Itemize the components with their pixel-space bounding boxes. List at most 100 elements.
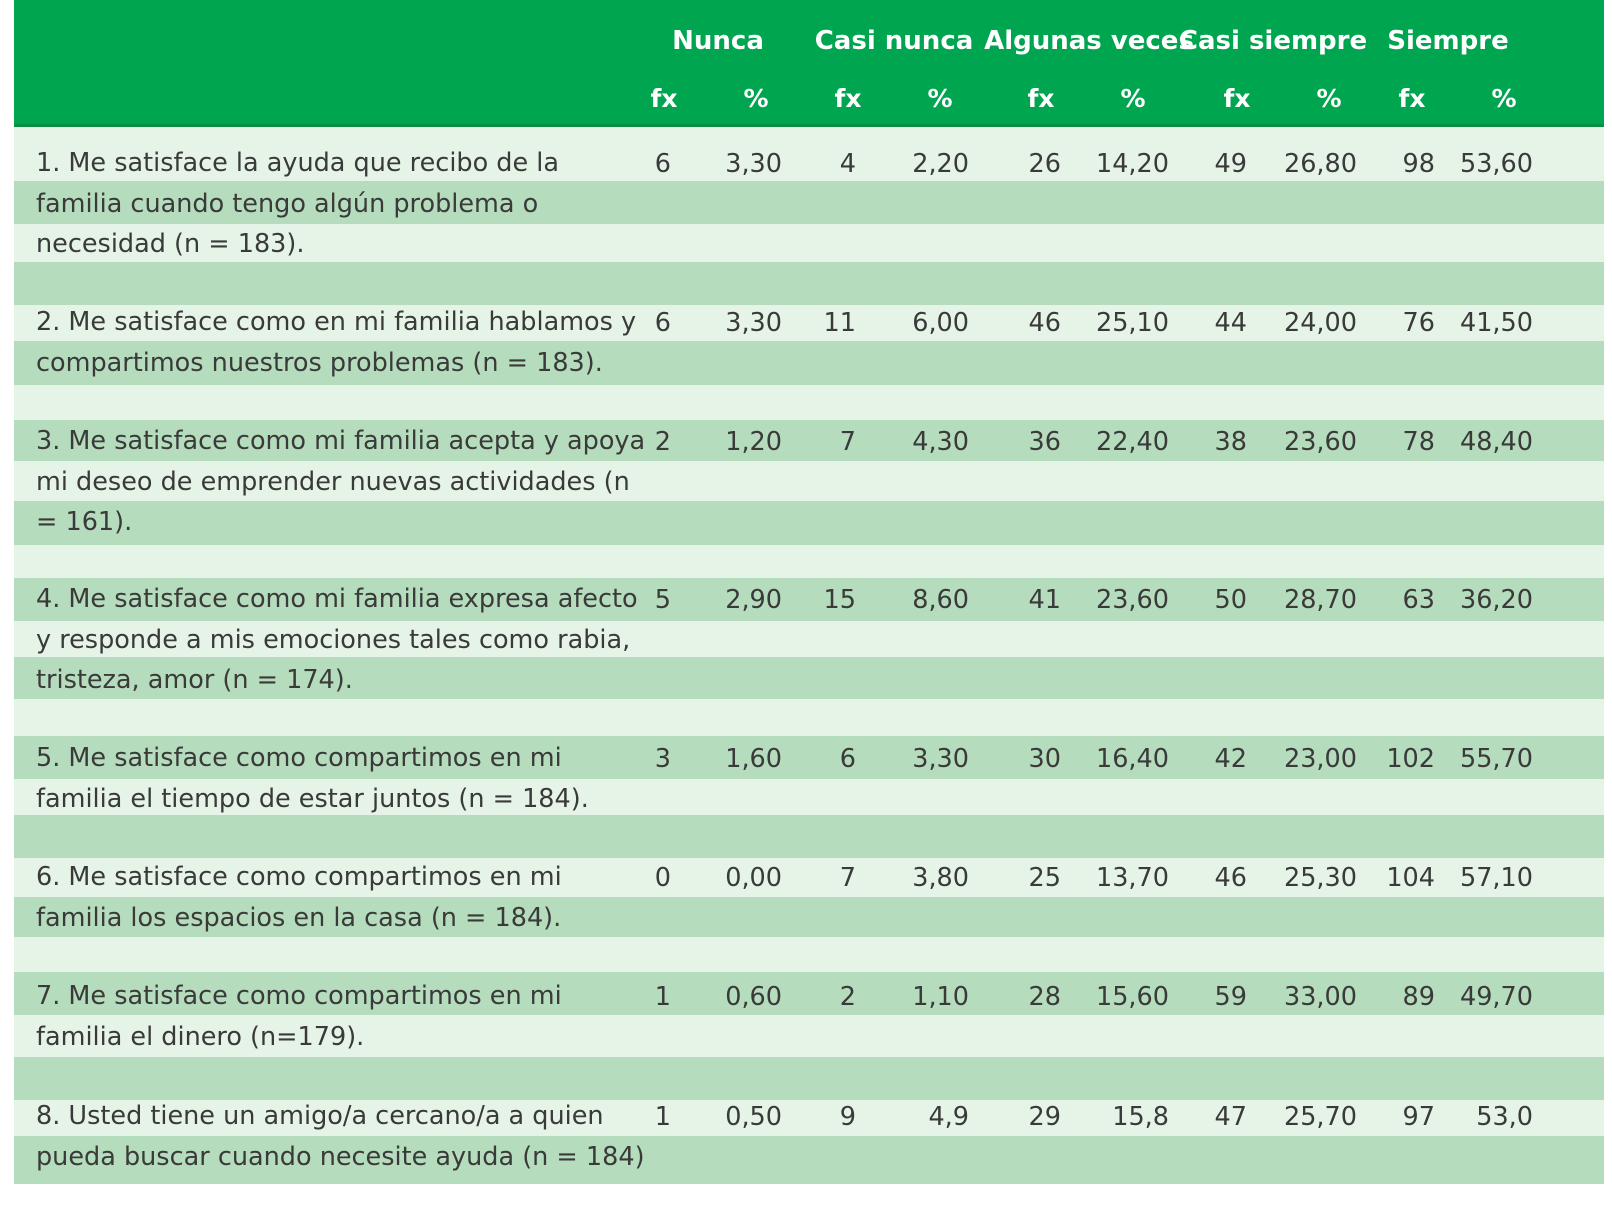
cell-fx: 104 [1386, 863, 1435, 893]
header-pct: % [927, 84, 953, 113]
row-band [14, 262, 1604, 305]
cell-pct: 2,90 [725, 585, 782, 615]
cell-pct: 14,20 [1095, 149, 1169, 179]
cell-pct: 4,9 [928, 1102, 969, 1132]
cell-pct: 25,10 [1095, 308, 1169, 338]
row-band [14, 1136, 1604, 1184]
cell-pct: 3,30 [725, 308, 782, 338]
cell-fx: 50 [1214, 585, 1247, 615]
header-casi-nunca: Casi nunca [814, 26, 974, 56]
header-fx: fx [1027, 84, 1055, 113]
cell-fx: 46 [1214, 863, 1247, 893]
cell-pct: 22,40 [1095, 427, 1169, 457]
cell-pct: 25,30 [1283, 863, 1357, 893]
row-label: 2. Me satisface como en mi familia habla… [36, 307, 637, 378]
cell-fx: 38 [1214, 427, 1247, 457]
cell-fx: 41 [1028, 585, 1061, 615]
cell-pct: 4,30 [912, 427, 969, 457]
cell-fx: 49 [1214, 149, 1247, 179]
cell-fx: 25 [1028, 863, 1061, 893]
cell-fx: 36 [1028, 427, 1061, 457]
cell-pct: 48,40 [1459, 427, 1533, 457]
cell-pct: 1,20 [725, 427, 782, 457]
cell-pct: 8,60 [912, 585, 969, 615]
row-band [14, 127, 1604, 181]
table-header: Nunca Casi nunca Algunas veces Casi siem… [14, 0, 1604, 124]
row-band [14, 1015, 1604, 1057]
row-label: 4. Me satisface como mi familia expresa … [36, 584, 638, 696]
cell-fx: 47 [1214, 1102, 1247, 1132]
header-pct: % [1120, 84, 1146, 113]
cell-pct: 13,70 [1095, 863, 1169, 893]
header-divider [14, 124, 1604, 127]
row-label: 1. Me satisface la ayuda que recibo de l… [36, 148, 559, 260]
header-fx: fx [1223, 84, 1251, 113]
cell-fx: 5 [654, 585, 671, 615]
cell-fx: 98 [1402, 149, 1435, 179]
cell-pct: 0,00 [725, 863, 782, 893]
cell-pct: 23,00 [1283, 744, 1357, 774]
row-band [14, 815, 1604, 858]
cell-fx: 1 [654, 982, 671, 1012]
row-band [14, 305, 1604, 341]
header-nunca: Nunca [672, 26, 764, 56]
row-label: 3. Me satisface como mi familia acepta y… [36, 426, 646, 538]
cell-pct: 15,8 [1112, 1102, 1169, 1132]
cell-pct: 53,0 [1476, 1102, 1533, 1132]
cell-pct: 3,30 [725, 149, 782, 179]
header-siempre: Siempre [1387, 26, 1509, 56]
row-band [14, 578, 1604, 621]
cell-pct: 2,20 [912, 149, 969, 179]
row-band [14, 621, 1604, 657]
header-algunas-veces: Algunas veces [984, 26, 1194, 56]
row-band [14, 224, 1604, 262]
header-pct: % [743, 84, 769, 113]
cell-pct: 3,80 [912, 863, 969, 893]
cell-fx: 6 [654, 308, 671, 338]
cell-fx: 30 [1028, 744, 1061, 774]
cell-pct: 55,70 [1459, 744, 1533, 774]
cell-pct: 49,70 [1459, 982, 1533, 1012]
cell-pct: 1,60 [725, 744, 782, 774]
cell-fx: 78 [1402, 427, 1435, 457]
row-label: 6. Me satisface como compartimos en mi f… [36, 862, 562, 933]
cell-fx: 7 [839, 863, 856, 893]
cell-pct: 33,00 [1283, 982, 1357, 1012]
cell-fx: 6 [654, 149, 671, 179]
header-fx: fx [834, 84, 862, 113]
frequency-table: Nunca Casi nunca Algunas veces Casi siem… [14, 0, 1604, 1222]
row-band [14, 897, 1604, 937]
row-band [14, 657, 1604, 699]
cell-fx: 9 [839, 1102, 856, 1132]
cell-pct: 25,70 [1283, 1102, 1357, 1132]
cell-pct: 23,60 [1095, 585, 1169, 615]
cell-pct: 41,50 [1459, 308, 1533, 338]
row-band [14, 779, 1604, 815]
row-label: 5. Me satisface como compartimos en mi f… [36, 743, 589, 814]
cell-fx: 11 [823, 308, 856, 338]
cell-pct: 23,60 [1283, 427, 1357, 457]
cell-fx: 29 [1028, 1102, 1061, 1132]
cell-pct: 53,60 [1459, 149, 1533, 179]
row-band [14, 385, 1604, 420]
row-band [14, 1100, 1604, 1136]
header-fx: fx [1398, 84, 1426, 113]
cell-fx: 44 [1214, 308, 1247, 338]
row-band [14, 858, 1604, 897]
cell-fx: 26 [1028, 149, 1061, 179]
header-pct: % [1491, 84, 1517, 113]
cell-fx: 97 [1402, 1102, 1435, 1132]
cell-fx: 42 [1214, 744, 1247, 774]
header-casi-siempre: Casi siempre [1178, 26, 1368, 56]
cell-fx: 0 [654, 863, 671, 893]
row-band [14, 501, 1604, 545]
cell-fx: 15 [823, 585, 856, 615]
cell-fx: 89 [1402, 982, 1435, 1012]
cell-pct: 28,70 [1283, 585, 1357, 615]
row-band [14, 420, 1604, 461]
cell-fx: 3 [654, 744, 671, 774]
cell-fx: 59 [1214, 982, 1247, 1012]
row-band [14, 972, 1604, 1015]
row-band [14, 181, 1604, 224]
row-band [14, 699, 1604, 736]
